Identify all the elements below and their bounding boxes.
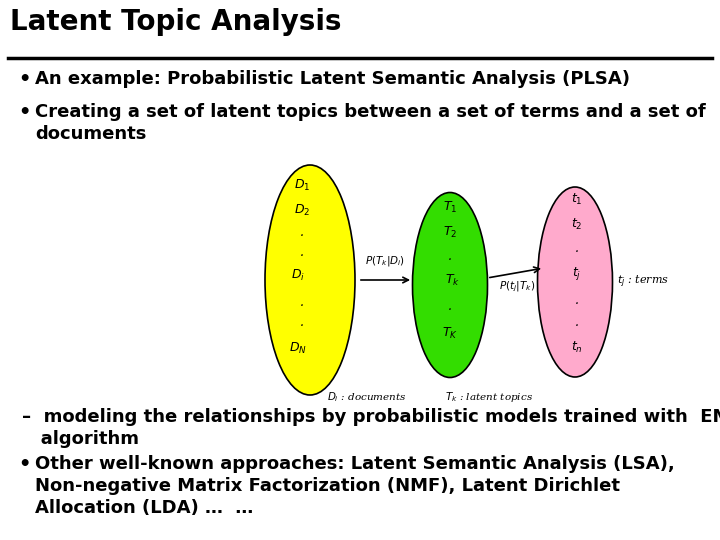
Text: •: • <box>18 455 30 474</box>
Text: •: • <box>18 70 30 89</box>
Text: .: . <box>575 242 579 255</box>
Text: $t_n$: $t_n$ <box>571 340 583 355</box>
Text: $D_1$: $D_1$ <box>294 178 310 193</box>
Text: .: . <box>300 246 304 259</box>
Text: $D_2$: $D_2$ <box>294 202 310 218</box>
Text: $T_1$: $T_1$ <box>443 199 457 214</box>
Text: Other well-known approaches: Latent Semantic Analysis (LSA),: Other well-known approaches: Latent Sema… <box>35 455 675 473</box>
Text: –  modeling the relationships by probabilistic models trained with  EM: – modeling the relationships by probabil… <box>22 408 720 426</box>
Text: An example: Probabilistic Latent Semantic Analysis (PLSA): An example: Probabilistic Latent Semanti… <box>35 70 630 88</box>
Text: .: . <box>575 294 579 307</box>
Text: •: • <box>18 103 30 122</box>
Text: Latent Topic Analysis: Latent Topic Analysis <box>10 8 341 36</box>
Text: .: . <box>300 295 304 308</box>
Text: Non-negative Matrix Factorization (NMF), Latent Dirichlet: Non-negative Matrix Factorization (NMF),… <box>35 477 620 495</box>
Text: $P(T_k|D_i)$: $P(T_k|D_i)$ <box>365 254 405 268</box>
Text: $T_2$: $T_2$ <box>443 225 457 240</box>
Text: .: . <box>300 226 304 239</box>
Text: Creating a set of latent topics between a set of terms and a set of: Creating a set of latent topics between … <box>35 103 706 121</box>
Text: $D_i$ : documents: $D_i$ : documents <box>327 390 407 404</box>
Text: .: . <box>448 251 452 264</box>
Text: algorithm: algorithm <box>22 430 139 448</box>
Text: $D_N$: $D_N$ <box>289 340 307 355</box>
Text: Allocation (LDA) …  …: Allocation (LDA) … … <box>35 499 253 517</box>
Text: $t_j$ : terms: $t_j$ : terms <box>617 274 669 290</box>
Text: $t_1$: $t_1$ <box>571 192 582 206</box>
Text: $t_2$: $t_2$ <box>571 217 582 232</box>
Text: .: . <box>300 315 304 328</box>
Ellipse shape <box>538 187 613 377</box>
Text: .: . <box>575 315 579 328</box>
Ellipse shape <box>413 192 487 377</box>
Text: $T_k$: $T_k$ <box>444 273 459 287</box>
Text: $P(t_j|T_k)$: $P(t_j|T_k)$ <box>499 280 535 294</box>
Text: $T_K$: $T_K$ <box>442 326 458 341</box>
Text: .: . <box>448 300 452 314</box>
Text: $D_i$: $D_i$ <box>291 267 305 282</box>
Text: documents: documents <box>35 125 146 143</box>
Ellipse shape <box>265 165 355 395</box>
Text: $T_k$ : latent topics: $T_k$ : latent topics <box>445 390 533 404</box>
Text: $t_j$: $t_j$ <box>572 266 582 282</box>
